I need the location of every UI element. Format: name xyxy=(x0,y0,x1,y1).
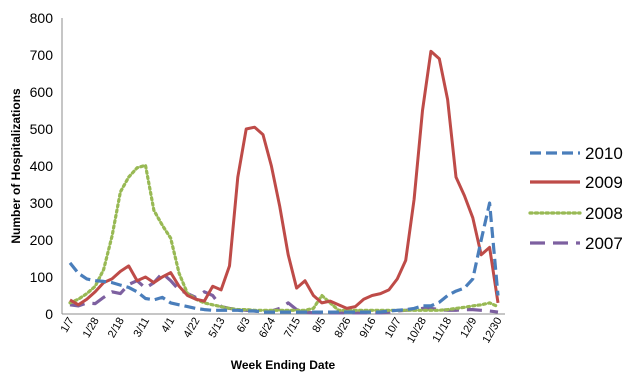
y-tick-labels: 0 100 200 300 400 500 600 700 800 xyxy=(30,10,54,322)
x-tick-label: 4/22 xyxy=(181,316,202,341)
x-axis-title: Week Ending Date xyxy=(231,358,336,372)
x-tick-label: 10/28 xyxy=(405,316,429,346)
y-tick-label: 400 xyxy=(30,158,54,174)
series-line-2008 xyxy=(68,163,500,312)
x-tick-label: 12/9 xyxy=(458,316,479,341)
series-line-2007 xyxy=(69,271,499,315)
y-tick-label: 200 xyxy=(30,232,54,248)
legend-label: 2009 xyxy=(585,173,623,192)
y-tick-label: 800 xyxy=(30,10,54,26)
legend: 2010 2009 2008 2007 xyxy=(528,144,623,253)
x-tick-label: 10/7 xyxy=(383,316,404,341)
y-tick-label: 600 xyxy=(30,84,54,100)
legend-label: 2007 xyxy=(585,234,623,253)
y-tick-label: 700 xyxy=(30,47,54,63)
y-tick-label: 0 xyxy=(45,306,53,322)
x-tick-label: 9/16 xyxy=(358,316,379,341)
x-tick-label: 7/15 xyxy=(282,316,303,341)
x-tick-labels: 1/7 1/28 2/18 3/11 4/1 4/22 5/13 6/3 6/24 7/15 8/5… xyxy=(59,316,505,346)
series-lines xyxy=(68,49,500,315)
x-tick-label: 6/24 xyxy=(257,316,278,341)
x-tick-label: 8/26 xyxy=(332,316,353,341)
y-tick-label: 300 xyxy=(30,195,54,211)
y-tick-label: 100 xyxy=(30,269,54,285)
x-tick-label: 3/11 xyxy=(131,316,152,340)
x-tick-label: 8/5 xyxy=(310,316,328,335)
x-tick-label: 1/28 xyxy=(81,316,102,341)
legend-label: 2010 xyxy=(585,144,623,163)
legend-label: 2008 xyxy=(585,204,623,223)
y-tick-label: 500 xyxy=(30,121,54,137)
x-tick-label: 6/3 xyxy=(235,316,253,335)
plot-frame xyxy=(61,18,505,315)
series-line-2010 xyxy=(68,201,500,314)
x-tick-label: 12/30 xyxy=(480,316,504,346)
x-tick-label: 1/7 xyxy=(59,316,77,335)
x-tick-label: 4/1 xyxy=(159,316,177,335)
x-tick-label: 5/13 xyxy=(207,316,228,341)
x-tick-label: 2/18 xyxy=(106,316,127,341)
y-axis-title: Number of Hospitalizations xyxy=(9,88,23,244)
series-line-2009 xyxy=(69,49,500,310)
x-tick-label: 11/18 xyxy=(430,316,454,345)
